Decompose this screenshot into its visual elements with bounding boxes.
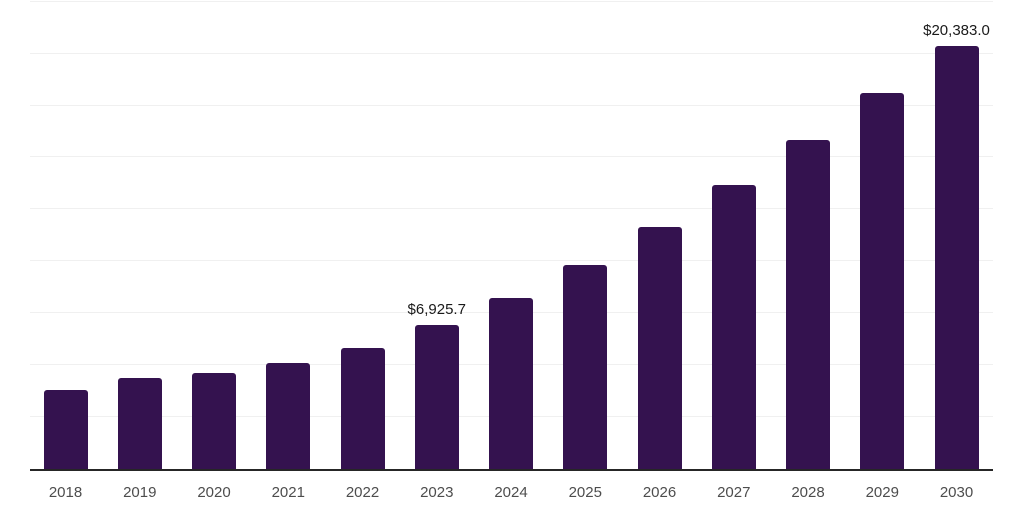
gridline: [30, 260, 993, 262]
x-tick-label-2025: 2025: [568, 484, 602, 501]
bar-2022: [340, 347, 385, 469]
bar-2027: [711, 184, 756, 469]
bar-2023: [414, 325, 459, 469]
bar-value-label-2030: $20,383.0: [923, 21, 990, 39]
x-tick-label-2023: 2023: [420, 484, 454, 501]
x-tick-label-2028: 2028: [791, 484, 825, 501]
gridline: [30, 0, 993, 2]
x-tick-label-2029: 2029: [865, 484, 899, 501]
bar-2028: [786, 140, 830, 469]
bar-2029: [860, 92, 905, 469]
x-tick-label-2030: 2030: [939, 484, 974, 501]
x-tick-label-2022: 2022: [345, 484, 380, 501]
bar-2019: [117, 378, 162, 469]
x-tick-label-2020: 2020: [197, 484, 231, 501]
gridline: [30, 156, 993, 158]
bar-value-label-2023: $6,925.7: [407, 301, 466, 319]
x-tick-label-2019: 2019: [123, 484, 157, 501]
bar-2030: [934, 45, 979, 469]
plot-area: $6,925.7 $20,383.0: [30, 0, 993, 471]
bar-2020: [192, 372, 236, 469]
gridline: [30, 104, 993, 106]
gridline: [30, 208, 993, 210]
x-axis-line: [30, 469, 993, 471]
x-tick-label-2024: 2024: [494, 484, 528, 501]
x-tick-label-2026: 2026: [642, 484, 677, 501]
bar-2026: [637, 227, 682, 469]
x-tick-label-2021: 2021: [271, 484, 305, 501]
bar-2021: [266, 363, 311, 469]
bar-2025: [563, 265, 608, 469]
gridline: [30, 52, 993, 54]
x-tick-label-2027: 2027: [717, 484, 751, 501]
bar-2018: [43, 390, 88, 469]
bar-2024: [489, 298, 533, 469]
x-tick-label-2018: 2018: [48, 484, 83, 501]
